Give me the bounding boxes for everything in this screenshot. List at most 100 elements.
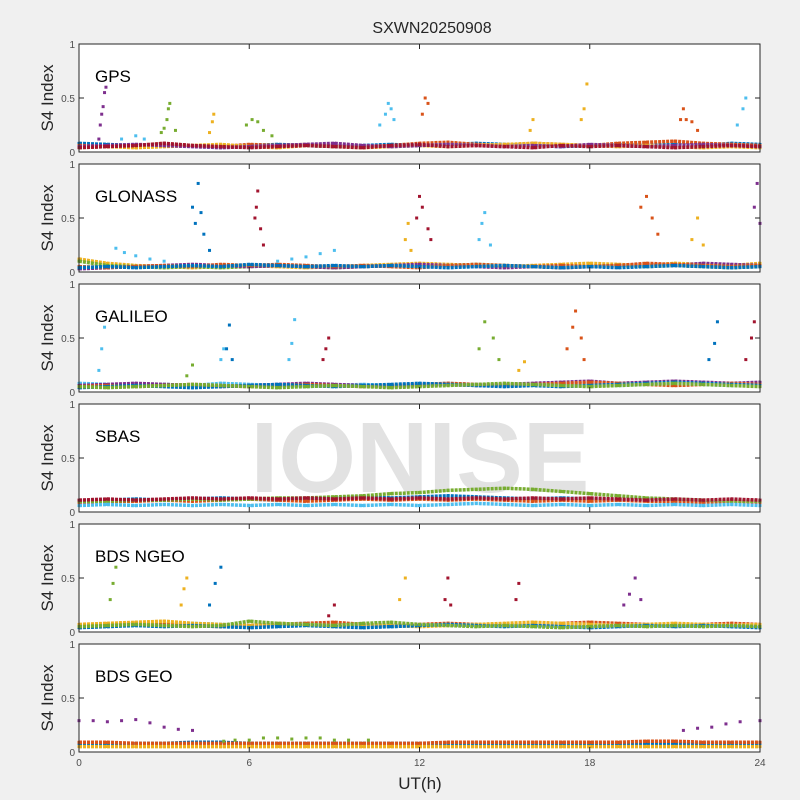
data-point [332,141,336,145]
data-point [446,145,450,149]
data-point [491,336,495,340]
data-point [361,621,365,625]
panel-background [79,164,760,272]
data-point [701,265,705,269]
data-point [418,745,421,749]
y-tick-label: 0.5 [61,94,75,105]
data-point [91,719,95,723]
panel-background [79,44,760,152]
data-point [588,261,592,265]
data-point [191,621,194,625]
data-point [616,624,620,628]
data-point [531,265,535,269]
data-point [503,486,507,490]
data-point [162,126,166,130]
data-point [531,496,535,500]
data-point [474,745,478,749]
panel-frame [78,523,761,633]
data-point [429,238,433,242]
data-point [673,146,677,150]
data-point [219,741,223,745]
data-point [191,728,194,732]
data-point [389,625,393,629]
data-point [559,489,563,493]
data-point [98,123,102,127]
data-point [531,499,535,503]
panel-background [79,644,760,752]
y-tick-label: 1 [69,400,75,411]
data-point [219,745,223,749]
data-point [230,358,234,362]
data-point [361,265,365,269]
data-point [134,504,138,508]
data-point [588,625,592,629]
data-point [730,621,734,625]
data-point [696,128,700,132]
data-point [134,266,138,270]
data-point [134,146,138,150]
data-point [389,382,393,386]
data-point [588,496,592,500]
panel-background [79,284,760,392]
data-point [247,745,251,749]
data-point [105,497,109,501]
data-point [701,261,705,265]
data-point [645,498,648,502]
data-point [389,745,393,749]
data-point [514,598,518,602]
data-point [673,264,677,268]
data-point [730,497,734,501]
y-tick-label: 0.5 [61,454,75,465]
data-point [730,499,734,503]
data-point [120,137,124,141]
data-point [446,142,450,146]
data-point [105,740,109,744]
data-point [389,502,393,506]
data-point [503,266,507,270]
data-point [134,741,138,745]
data-point [332,624,336,628]
data-point [645,382,648,386]
data-point [162,384,166,388]
data-point [327,336,331,340]
data-point [162,624,166,628]
data-point [420,112,424,116]
data-point [627,592,631,596]
data-point [645,265,648,269]
data-point [483,211,487,215]
data-point [696,216,700,220]
x-tick-label: 0 [76,758,82,769]
data-point [111,581,115,585]
data-point [673,624,677,628]
panel-background [79,524,760,632]
data-point [162,497,166,501]
data-point [474,496,478,500]
data-point [531,504,535,508]
data-point [332,145,336,149]
data-point [724,722,728,726]
data-point [673,502,677,506]
data-point [324,347,328,351]
data-point [503,142,507,146]
data-point [474,625,478,629]
data-point [250,118,254,122]
data-point [134,498,138,502]
data-point [588,492,592,496]
data-point [418,194,421,198]
y-axis-label: S4 Index [38,304,57,372]
data-point [191,205,194,209]
data-point [276,736,280,740]
data-point [744,358,748,362]
y-tick-label: 0 [69,268,75,279]
data-point [403,576,407,580]
data-point [105,720,109,724]
data-point [247,142,251,146]
panel-label: GALILEO [95,307,168,326]
data-point [100,112,104,116]
data-point [332,620,336,624]
data-point [673,139,677,143]
data-point [361,496,365,500]
data-point [261,736,265,740]
panel-frame [78,643,761,753]
data-point [383,112,387,116]
